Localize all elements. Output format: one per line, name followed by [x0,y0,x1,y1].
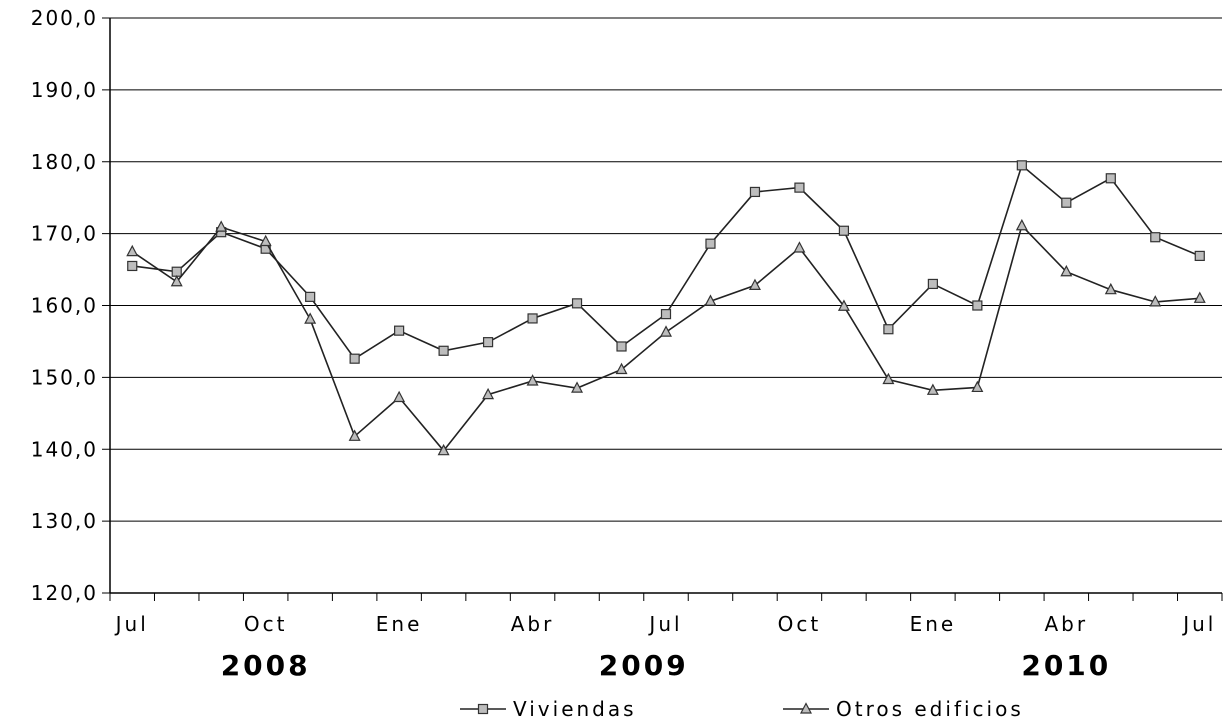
data-point [349,353,360,364]
x-axis-year-labels: 2008 2009 2010 [221,649,1111,682]
x-tick-label: Jul [1181,612,1216,636]
data-point [259,234,272,247]
year-label: 2009 [599,649,689,682]
legend-item: Viviendas [460,697,637,721]
data-point [749,186,761,198]
data-point [1104,282,1117,295]
y-tick-label: 170,0 [31,222,98,246]
data-point [1149,295,1162,307]
data-point [1015,218,1028,231]
x-tick-label: Oct [778,612,822,636]
data-point [305,291,316,302]
data-point [883,324,894,335]
y-tick-label: 120,0 [31,581,98,605]
data-point [1150,232,1161,243]
data-point [348,429,361,441]
x-tick-label: Ene [376,612,423,636]
gridlines [102,17,1222,594]
data-point [705,238,716,249]
data-point [794,182,805,193]
data-point [615,362,628,375]
legend: Viviendas Otros edificios [460,697,1024,721]
data-point [571,298,583,309]
y-tick-label: 200,0 [31,6,98,30]
data-point [971,380,984,393]
year-label: 2008 [221,649,311,682]
data-point [793,241,806,253]
series-lines [126,160,1206,456]
data-point [882,372,895,385]
y-tick-label: 160,0 [31,294,98,318]
data-point [526,374,539,386]
data-point [1105,173,1116,184]
data-point [748,278,761,290]
x-axis-month-labels: Jul Oct Ene Abr Jul Oct Ene Abr Jul [114,612,1216,636]
data-point [127,260,138,272]
data-point [660,309,672,320]
y-tick-label: 130,0 [31,509,98,533]
y-tick-label: 190,0 [31,78,98,102]
data-point [170,274,183,287]
data-point [482,387,495,400]
legend-label: Otros edificios [836,697,1024,721]
series-viviendas [127,160,1205,364]
axes [109,18,1222,594]
y-tick-label: 180,0 [31,150,98,174]
data-point [616,341,627,352]
data-point [126,244,139,257]
x-tick-label: Abr [1045,612,1089,636]
data-point [704,294,717,306]
x-axis-tick-marks [109,593,1223,601]
data-point [527,313,538,324]
series-line [131,224,1200,452]
x-tick-label: Abr [511,612,555,636]
series-otros-edificios [126,218,1206,456]
data-point [394,325,405,336]
data-point [304,312,317,324]
x-tick-label: Ene [910,612,957,636]
data-point [838,225,850,236]
data-point [972,300,983,311]
data-point [926,383,939,395]
y-tick-label: 140,0 [31,437,98,461]
x-tick-label: Jul [114,612,149,636]
data-point [215,220,228,232]
data-point [1060,264,1073,277]
legend-marker [477,703,489,715]
data-point [1193,291,1206,303]
x-tick-label: Jul [647,612,682,636]
data-point [660,325,672,337]
data-point [393,390,406,403]
y-tick-label: 150,0 [31,365,98,389]
legend-item: Otros edificios [783,697,1024,721]
data-point [837,299,850,311]
data-point [482,337,494,348]
data-point [437,443,450,456]
data-point [171,266,182,277]
data-point [438,345,449,356]
data-point [1061,197,1072,208]
y-axis-tick-labels: 120,0 130,0 140,0 150,0 160,0 170,0 180,0 190,0… [31,6,98,605]
data-point [1194,250,1205,262]
legend-marker [800,702,812,714]
data-point [571,381,584,393]
legend-label: Viviendas [513,697,637,721]
data-point [927,278,938,290]
x-tick-label: Oct [244,612,288,636]
data-point [1016,160,1027,171]
year-label: 2010 [1021,649,1111,682]
